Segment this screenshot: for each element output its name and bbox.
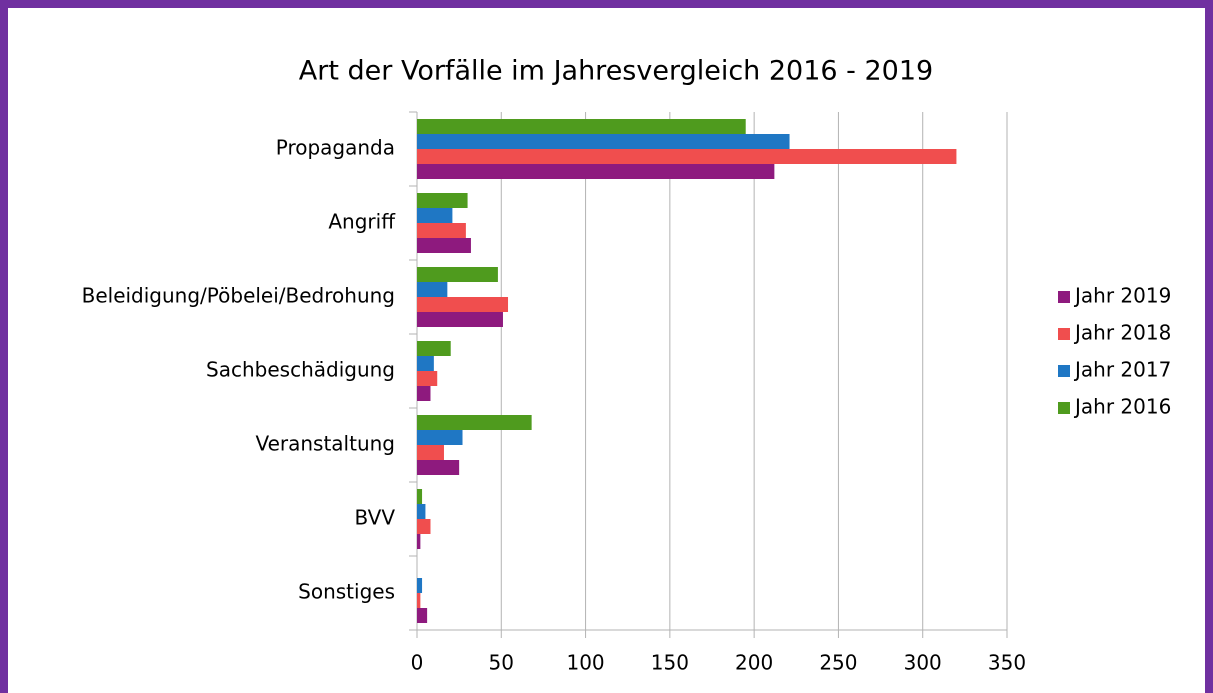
y-tick-label: Propaganda — [276, 136, 395, 160]
bar — [417, 504, 426, 519]
bar — [417, 312, 503, 327]
x-tick-label: 100 — [566, 651, 604, 675]
y-tick-label: Veranstaltung — [255, 432, 395, 456]
y-tick-label: Beleidigung/Pöbelei/Bedrohung — [82, 284, 395, 308]
legend-swatch — [1058, 402, 1070, 414]
bar — [417, 430, 463, 445]
bar — [417, 608, 428, 623]
bar — [417, 208, 453, 223]
x-tick-label: 0 — [411, 651, 424, 675]
bar — [417, 415, 532, 430]
bar — [417, 534, 421, 549]
legend-swatch — [1058, 365, 1070, 377]
bar — [417, 356, 434, 371]
bar — [417, 578, 423, 593]
bar — [417, 238, 471, 253]
x-tick-label: 50 — [489, 651, 514, 675]
bar — [417, 386, 431, 401]
bar — [417, 282, 448, 297]
legend-label: Jahr 2019 — [1073, 284, 1171, 308]
x-tick-label: 300 — [904, 651, 942, 675]
bar — [417, 267, 498, 282]
x-tick-label: 250 — [819, 651, 857, 675]
y-tick-label: Sachbeschädigung — [206, 358, 395, 382]
legend-label: Jahr 2016 — [1073, 395, 1171, 419]
bar — [417, 341, 451, 356]
bar — [417, 297, 509, 312]
y-tick-label: Angriff — [328, 210, 396, 234]
chart-title: Art der Vorfälle im Jahresvergleich 2016… — [299, 56, 933, 87]
bar — [417, 223, 466, 238]
x-tick-label: 350 — [988, 651, 1026, 675]
legend-swatch — [1058, 328, 1070, 340]
bar — [417, 445, 444, 460]
bar — [417, 119, 746, 134]
x-tick-label: 150 — [651, 651, 689, 675]
y-tick-label: BVV — [355, 506, 396, 530]
bar — [417, 164, 775, 179]
legend-label: Jahr 2018 — [1073, 321, 1171, 345]
bar — [417, 489, 423, 504]
bar — [417, 519, 431, 534]
bar — [417, 593, 421, 608]
bar — [417, 371, 438, 386]
legend-label: Jahr 2017 — [1073, 358, 1171, 382]
bar — [417, 149, 957, 164]
legend-swatch — [1058, 291, 1070, 303]
bar — [417, 193, 468, 208]
y-tick-label: Sonstiges — [298, 580, 395, 604]
bar — [417, 460, 460, 475]
x-tick-label: 200 — [735, 651, 773, 675]
bar — [417, 134, 790, 149]
